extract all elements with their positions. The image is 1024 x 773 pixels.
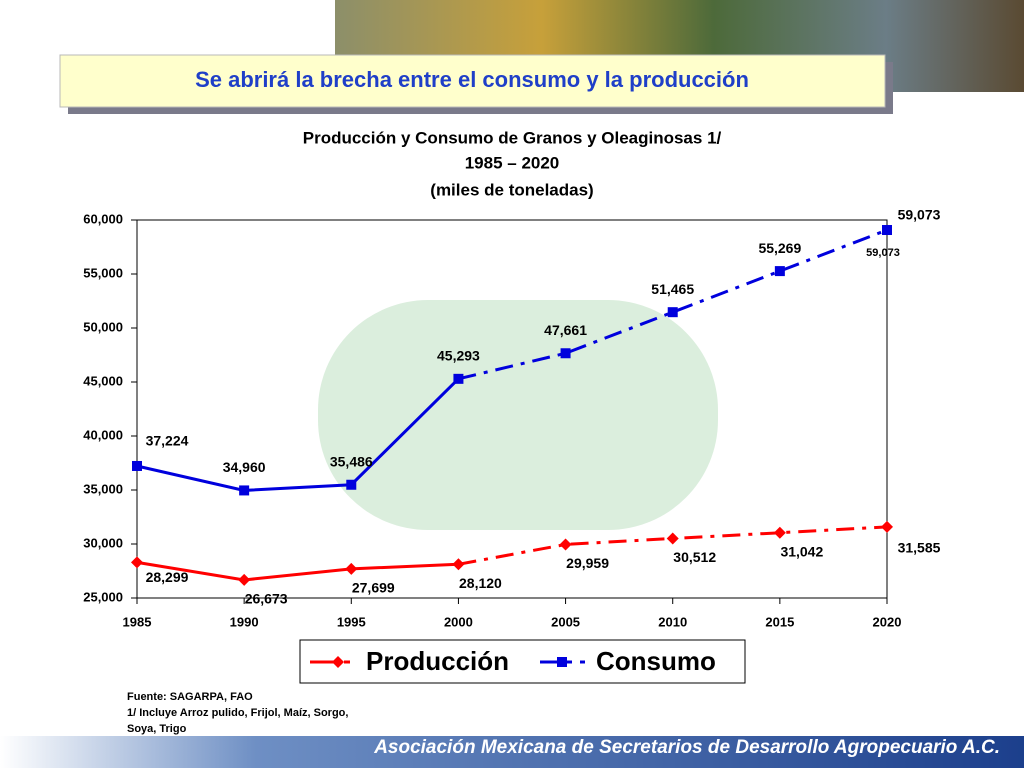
data-label: 51,465 — [651, 281, 694, 297]
x-tick-label: 1985 — [123, 614, 152, 629]
marker — [132, 460, 142, 471]
marker — [666, 532, 679, 545]
y-tick-label: 50,000 — [83, 319, 123, 334]
series-line — [136, 560, 459, 582]
marker — [773, 526, 786, 539]
y-tick-label: 60,000 — [83, 211, 123, 226]
source: Soya, Trigo — [127, 723, 187, 735]
x-tick-label: 2005 — [551, 614, 580, 629]
y-tick-label: 25,000 — [83, 589, 123, 604]
data-label: 28,120 — [459, 575, 502, 591]
chart-title: Producción y Consumo de Granos y Oleagin… — [303, 128, 722, 147]
marker — [452, 558, 465, 571]
data-label: 27,699 — [352, 580, 395, 596]
plot-area — [136, 219, 888, 599]
series-line — [136, 377, 460, 492]
data-label: 31,585 — [898, 540, 941, 556]
data-label: 35,486 — [330, 453, 373, 469]
watermark — [318, 300, 718, 530]
data-label: 47,661 — [544, 322, 587, 338]
marker — [882, 225, 892, 236]
data-label: 31,042 — [780, 543, 823, 559]
data-label: 28,299 — [146, 569, 189, 585]
data-label: 34,960 — [223, 459, 266, 475]
x-tick-label: 2015 — [765, 614, 794, 629]
marker — [453, 373, 464, 384]
legend — [299, 639, 746, 684]
data-label: 59,073 — [898, 207, 941, 223]
legend-marker — [557, 657, 567, 667]
y-tick-label: 35,000 — [83, 481, 123, 496]
footer-bar — [0, 736, 1024, 768]
data-label: 37,224 — [146, 433, 189, 449]
marker — [239, 485, 250, 496]
data-label: 55,269 — [758, 240, 801, 256]
chart-subtitle: (miles de toneladas) — [430, 180, 593, 199]
y-tick-label: 55,000 — [83, 265, 123, 280]
x-tick-label: 1990 — [230, 614, 259, 629]
y-tick-label: 30,000 — [83, 535, 123, 550]
heading: Se abrirá la brecha entre el consumo y l… — [195, 67, 749, 92]
x-tick-label: 2000 — [444, 614, 473, 629]
legend-label: Producción — [366, 646, 509, 676]
data-label: 26,673 — [245, 591, 288, 607]
data-label: 29,959 — [566, 555, 609, 571]
marker — [131, 556, 143, 569]
heading-box — [59, 54, 886, 108]
x-tick-label: 2010 — [658, 614, 687, 629]
marker — [881, 520, 893, 533]
marker — [560, 348, 571, 359]
source: Fuente: SAGARPA, FAO — [127, 691, 253, 703]
y-tick-label: 40,000 — [83, 427, 123, 442]
marker — [238, 573, 251, 586]
legend-marker — [332, 656, 344, 668]
marker — [559, 538, 572, 551]
marker — [345, 562, 358, 575]
y-tick-label: 45,000 — [83, 373, 123, 388]
x-tick-label: 2020 — [873, 614, 902, 629]
annotation: 59,073 — [866, 247, 900, 259]
marker — [346, 479, 357, 490]
data-label: 30,512 — [673, 549, 716, 565]
marker — [774, 266, 785, 277]
legend-label: Consumo — [596, 646, 716, 676]
footer: Asociación Mexicana de Secretarios de De… — [373, 737, 1000, 758]
source: 1/ Incluye Arroz pulido, Frijol, Maíz, S… — [127, 707, 348, 719]
x-tick-label: 1995 — [337, 614, 366, 629]
data-label: 45,293 — [437, 348, 480, 364]
chart-subtitle: 1985 – 2020 — [465, 153, 560, 172]
marker — [667, 307, 678, 318]
